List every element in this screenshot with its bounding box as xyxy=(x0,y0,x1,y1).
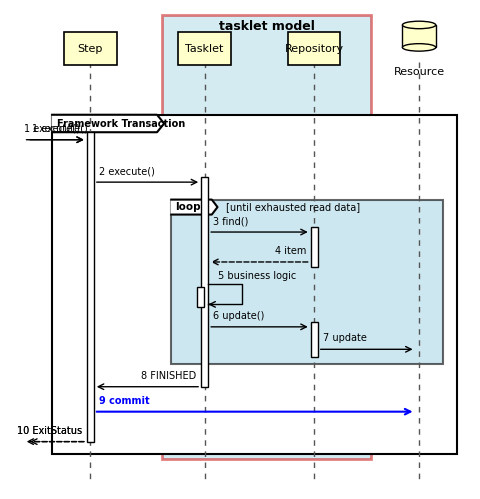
Ellipse shape xyxy=(402,43,435,51)
Text: Tasklet: Tasklet xyxy=(185,43,223,54)
Text: Step: Step xyxy=(77,43,103,54)
FancyBboxPatch shape xyxy=(64,32,116,65)
FancyBboxPatch shape xyxy=(178,32,230,65)
Text: 4 item: 4 item xyxy=(274,246,305,256)
FancyBboxPatch shape xyxy=(52,115,456,454)
Text: 1 execute(): 1 execute() xyxy=(32,124,87,134)
Text: 2 execute(): 2 execute() xyxy=(98,166,154,176)
FancyBboxPatch shape xyxy=(402,25,435,47)
Ellipse shape xyxy=(402,21,435,29)
FancyBboxPatch shape xyxy=(161,15,371,459)
Text: 6 update(): 6 update() xyxy=(213,311,264,321)
Text: Resource: Resource xyxy=(393,67,444,77)
FancyBboxPatch shape xyxy=(171,200,442,364)
Text: 9 commit: 9 commit xyxy=(98,396,149,406)
FancyBboxPatch shape xyxy=(310,322,317,357)
FancyBboxPatch shape xyxy=(196,287,204,307)
Text: 10 ExitStatus: 10 ExitStatus xyxy=(17,426,82,436)
Text: 10 ExitStatus: 10 ExitStatus xyxy=(17,426,82,436)
Text: 3 find(): 3 find() xyxy=(213,216,248,226)
Polygon shape xyxy=(171,200,217,215)
Text: Framework Transaction: Framework Transaction xyxy=(57,118,185,129)
Text: loop: loop xyxy=(175,202,200,212)
FancyBboxPatch shape xyxy=(86,132,94,442)
FancyBboxPatch shape xyxy=(288,32,340,65)
Text: 1 execute(): 1 execute() xyxy=(24,124,79,134)
FancyBboxPatch shape xyxy=(201,177,208,387)
Text: tasklet model: tasklet model xyxy=(218,20,314,33)
Text: [until exhausted read data]: [until exhausted read data] xyxy=(226,202,360,212)
Text: 8 FINISHED: 8 FINISHED xyxy=(141,371,196,381)
Text: 5 business logic: 5 business logic xyxy=(217,271,295,281)
FancyBboxPatch shape xyxy=(310,227,317,267)
Text: 7 update: 7 update xyxy=(322,333,366,343)
Text: Repository: Repository xyxy=(284,43,343,54)
Polygon shape xyxy=(52,115,164,132)
